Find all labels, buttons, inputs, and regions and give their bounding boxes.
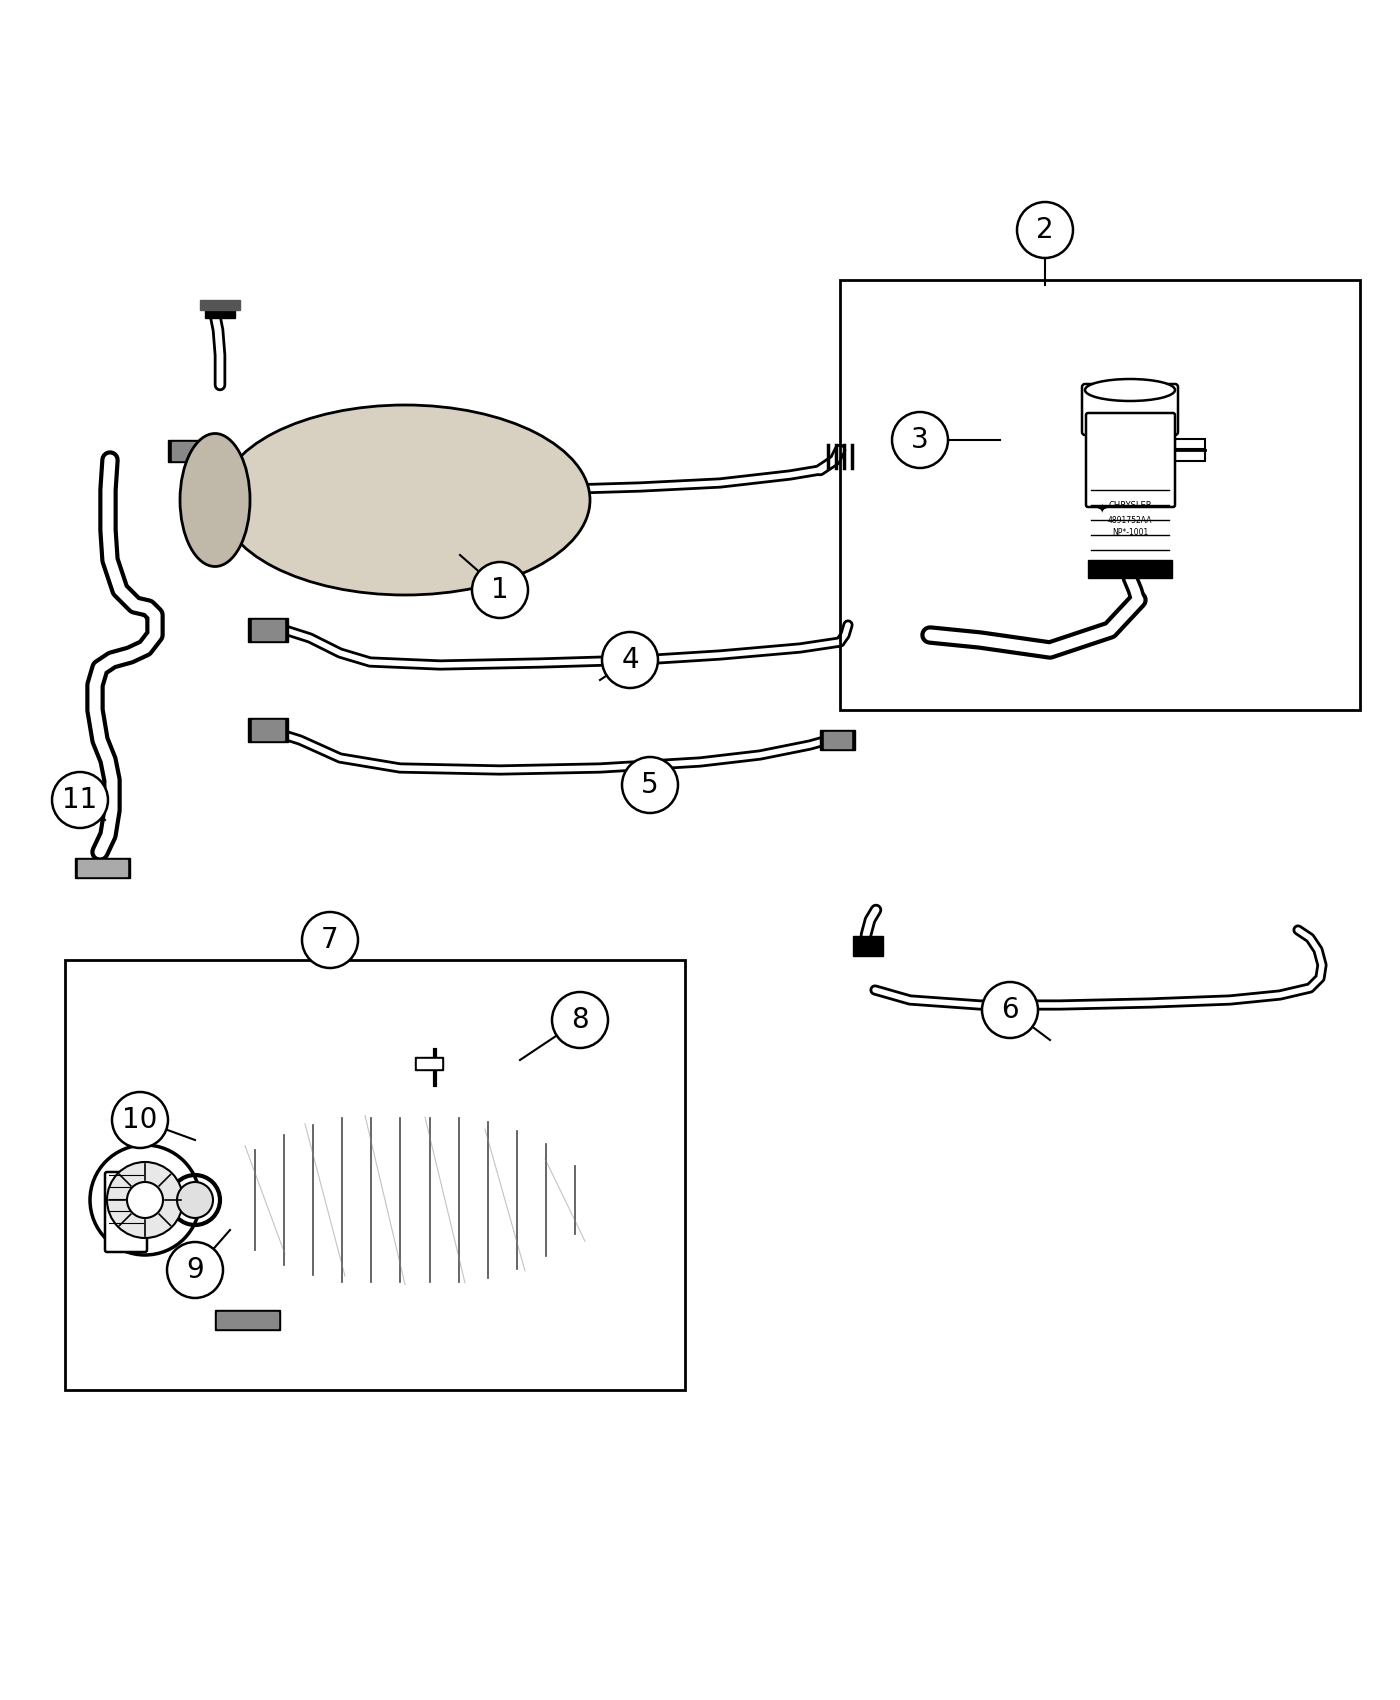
Circle shape (892, 411, 948, 468)
Circle shape (106, 1163, 183, 1238)
Polygon shape (248, 619, 288, 643)
Bar (840, 280, 1359, 711)
Polygon shape (204, 308, 235, 318)
Text: 3: 3 (911, 427, 928, 454)
Text: 8: 8 (571, 1006, 589, 1034)
Text: 11: 11 (63, 785, 98, 814)
Polygon shape (417, 1059, 441, 1068)
FancyBboxPatch shape (1175, 439, 1205, 451)
Polygon shape (76, 858, 130, 877)
Circle shape (90, 1146, 200, 1255)
Polygon shape (78, 860, 127, 876)
Text: 5: 5 (641, 772, 659, 799)
Text: 4891752AA: 4891752AA (1107, 515, 1152, 525)
Circle shape (1016, 202, 1072, 258)
Text: 10: 10 (122, 1107, 158, 1134)
Text: 1: 1 (491, 576, 508, 604)
Text: 9: 9 (186, 1256, 204, 1284)
Circle shape (981, 983, 1037, 1039)
Circle shape (167, 1243, 223, 1299)
Polygon shape (217, 1312, 279, 1328)
Circle shape (552, 993, 608, 1047)
Polygon shape (825, 733, 851, 748)
Polygon shape (414, 1057, 442, 1069)
Ellipse shape (220, 405, 589, 595)
Circle shape (176, 1182, 213, 1217)
Circle shape (52, 772, 108, 828)
Text: CHRYSLER: CHRYSLER (1109, 500, 1152, 510)
Polygon shape (216, 1311, 280, 1329)
FancyBboxPatch shape (105, 1171, 147, 1251)
Circle shape (602, 632, 658, 688)
Text: ✦: ✦ (1096, 503, 1107, 517)
Circle shape (112, 1091, 168, 1148)
Circle shape (472, 563, 528, 619)
Text: 2: 2 (1036, 216, 1054, 245)
Circle shape (622, 756, 678, 813)
Polygon shape (252, 620, 284, 639)
Bar (64, 960, 685, 1391)
Polygon shape (168, 440, 204, 462)
Polygon shape (820, 729, 855, 750)
Polygon shape (1088, 559, 1172, 578)
Text: 7: 7 (321, 927, 339, 954)
FancyBboxPatch shape (1086, 413, 1175, 507)
Circle shape (127, 1182, 162, 1217)
Ellipse shape (1085, 379, 1175, 401)
Polygon shape (200, 299, 239, 309)
FancyBboxPatch shape (1082, 384, 1177, 435)
Ellipse shape (181, 434, 251, 566)
Circle shape (302, 911, 358, 967)
Polygon shape (248, 717, 288, 741)
Text: 4: 4 (622, 646, 638, 673)
Polygon shape (853, 937, 883, 955)
FancyBboxPatch shape (1175, 449, 1205, 461)
Polygon shape (172, 442, 202, 461)
Text: NP*-1001: NP*-1001 (1112, 527, 1148, 537)
Text: 6: 6 (1001, 996, 1019, 1023)
Polygon shape (252, 721, 284, 740)
